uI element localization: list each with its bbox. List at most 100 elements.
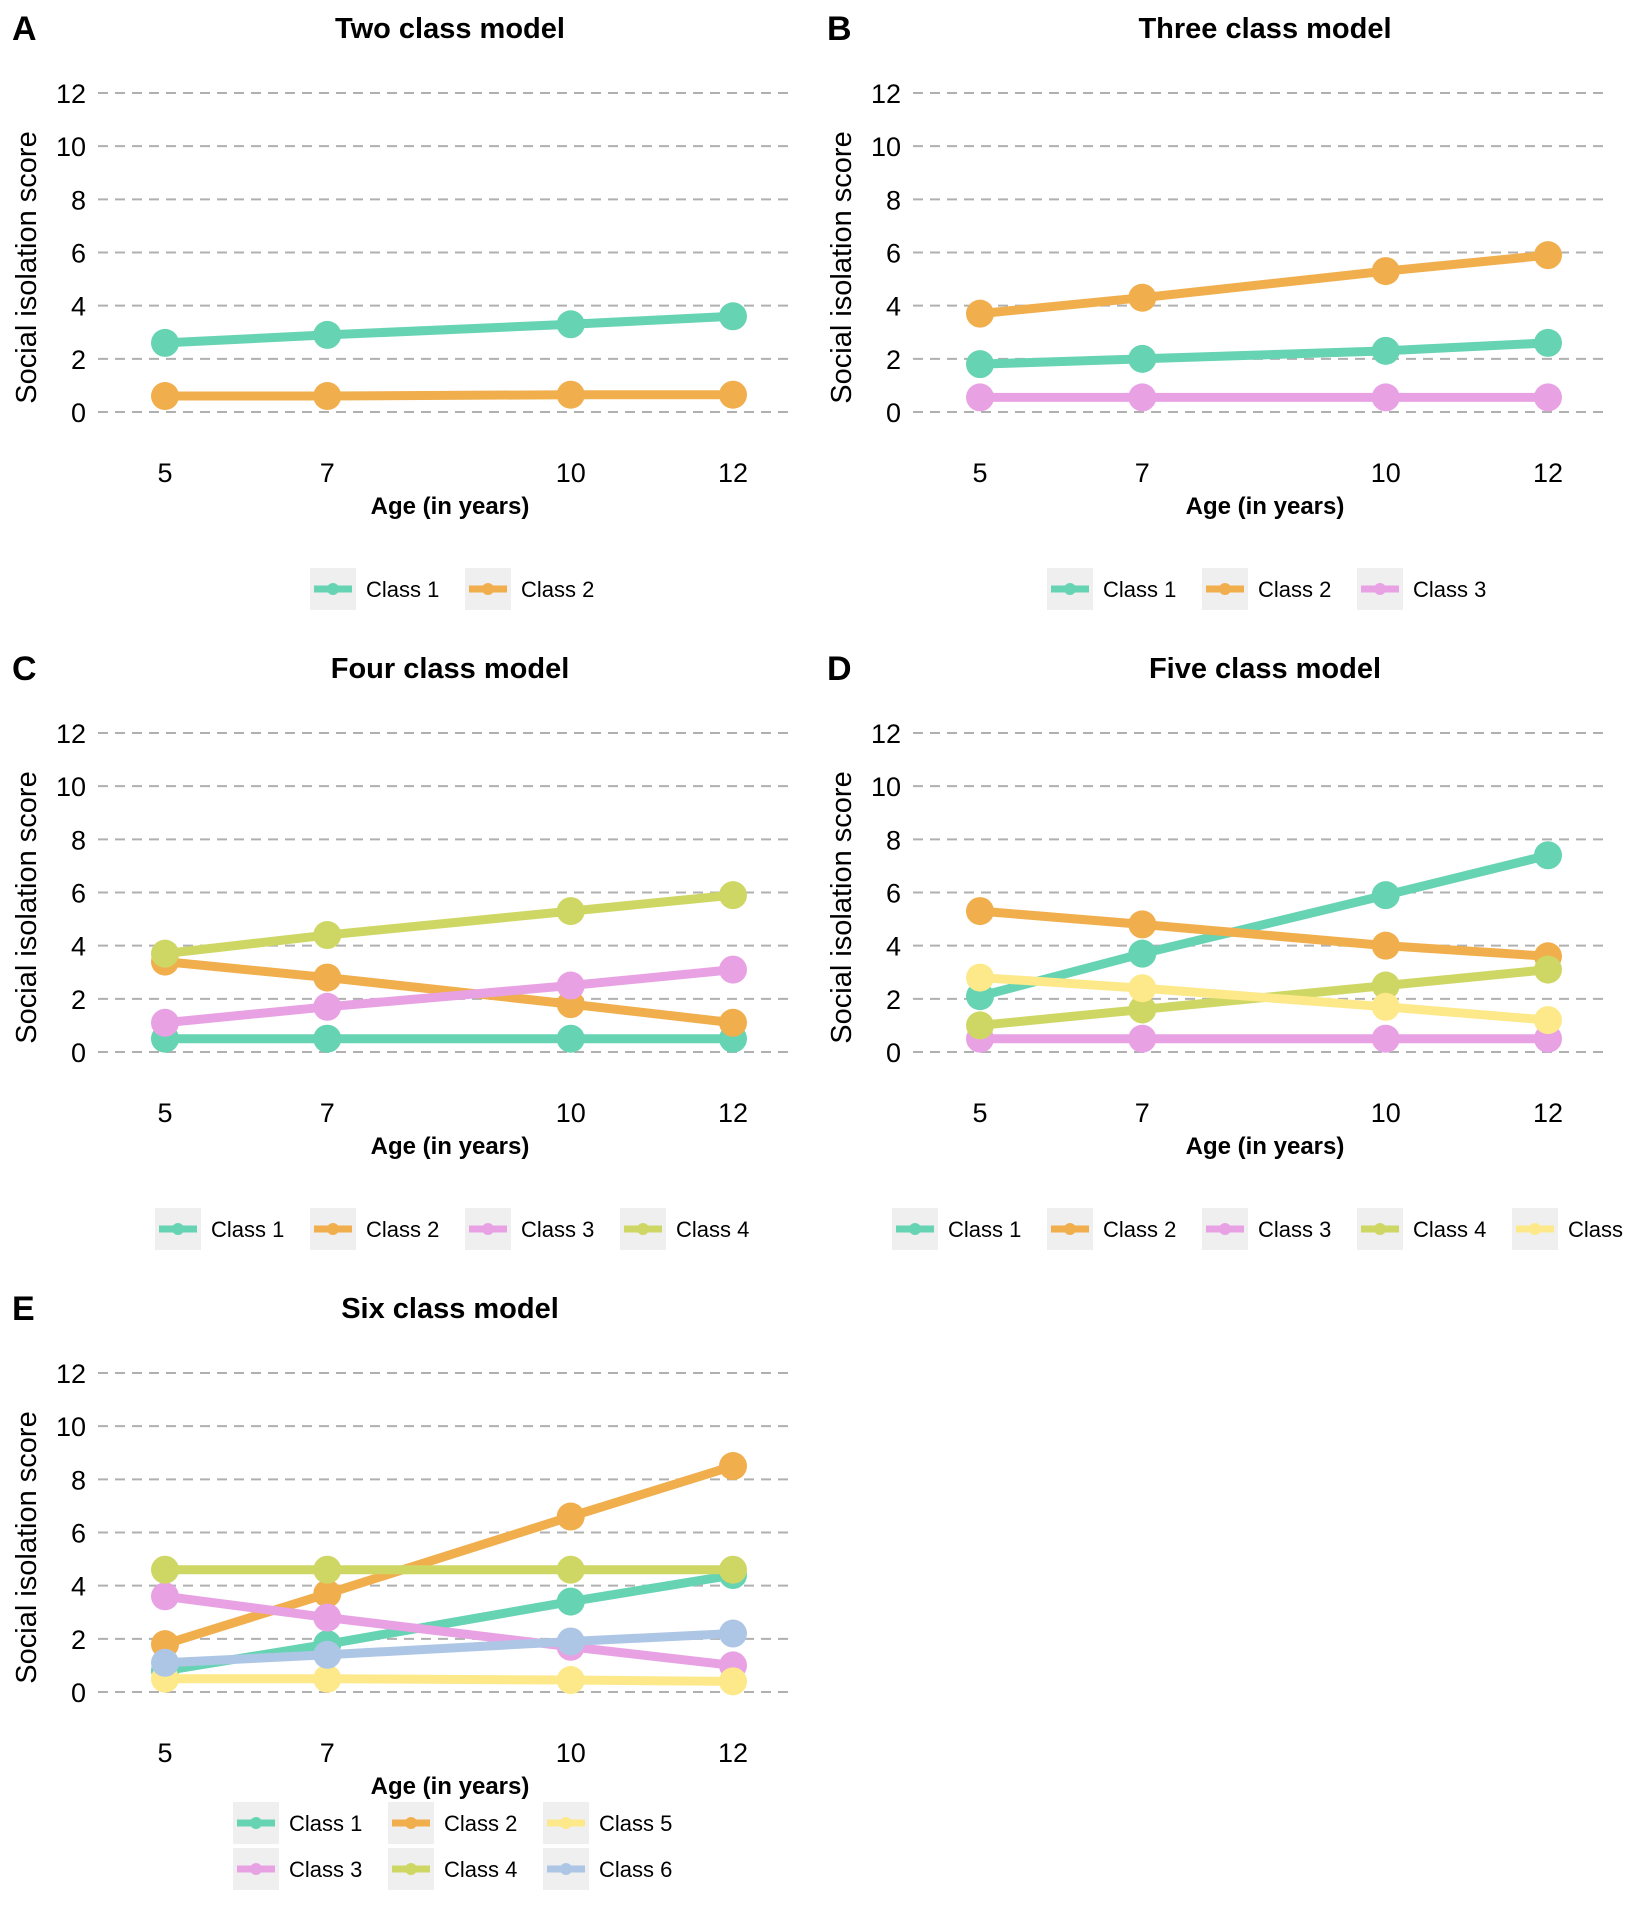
legend-label: Class 6 [599, 1857, 672, 1882]
data-point [313, 1579, 342, 1608]
legend-item: Class 2 [388, 1802, 517, 1844]
y-tick-label: 6 [71, 879, 86, 909]
panel-e: E Six class model 0 2 4 6 8 10 12 5 7 10 12 Age (in y… [11, 1290, 795, 1890]
legend-key-point [327, 583, 339, 595]
legend-key-point [327, 1223, 339, 1235]
series-line [163, 1461, 735, 1649]
y-axis-label: Social isolation score [11, 131, 43, 403]
data-point [1128, 974, 1157, 1003]
data-point [719, 1555, 747, 1584]
legend-item: Class 1 [892, 1208, 1021, 1250]
data-point [1534, 955, 1562, 984]
legend: Class 1 Class 2 Class 3 [1047, 568, 1486, 610]
data-point [1371, 1024, 1400, 1053]
y-axis-label: Social isolation score [826, 131, 858, 403]
y-tick-label: 4 [71, 932, 86, 962]
legend-key-point [172, 1223, 184, 1235]
legend-item: Class 3 [1357, 568, 1486, 610]
data-point [313, 1640, 342, 1669]
legend-key-point [250, 1863, 262, 1875]
y-tick-label: 10 [56, 1412, 86, 1442]
data-point [151, 382, 179, 411]
data-point [719, 302, 747, 331]
panel-letter: D [827, 650, 852, 688]
y-tick-label: 8 [886, 825, 901, 855]
panel-c: C Four class model 0 2 4 6 8 10 12 5 7 10 12 Age (in … [11, 650, 795, 1250]
data-point [151, 1008, 179, 1037]
legend-key-point [482, 583, 494, 595]
data-point [1534, 383, 1562, 412]
y-tick-label: 0 [71, 1678, 86, 1708]
y-tick-label: 8 [71, 185, 86, 215]
data-point [556, 310, 585, 339]
data-point [1371, 881, 1400, 910]
data-point [556, 1627, 585, 1656]
legend: Class 1 Class 2 Class 3 Class 4 Class 5 Class… [233, 1802, 672, 1890]
y-tick-label: 12 [56, 79, 86, 109]
legend-key-point [405, 1817, 417, 1829]
data-point [1128, 283, 1157, 312]
legend-label: Class 4 [444, 1857, 517, 1882]
legend-label: Class 3 [521, 1217, 594, 1242]
legend-item: Class 1 [233, 1802, 362, 1844]
y-tick-label: 4 [886, 292, 901, 322]
series-5 [966, 963, 1562, 1035]
data-point [313, 1555, 342, 1584]
chart-title: Three class model [1138, 13, 1391, 45]
y-tick-label: 2 [71, 1625, 86, 1655]
y-tick-label: 4 [886, 932, 901, 962]
series-line [979, 906, 1549, 961]
legend-key-point [1219, 1223, 1231, 1235]
series-5 [151, 1664, 747, 1696]
legend-label: Class 1 [211, 1217, 284, 1242]
x-tick-label: 12 [718, 458, 748, 488]
series-6 [151, 1619, 747, 1677]
x-axis-label: Age (in years) [1186, 1133, 1345, 1160]
legend-label: Class 1 [1103, 577, 1176, 602]
x-tick-label: 7 [1135, 1098, 1150, 1128]
series-3 [966, 1024, 1562, 1053]
series-line [164, 957, 734, 1028]
data-point [966, 299, 994, 328]
y-tick-label: 8 [71, 1465, 86, 1495]
panel-letter: A [12, 10, 37, 48]
legend-item: Class 2 [310, 1208, 439, 1250]
data-point [1534, 1006, 1562, 1035]
data-point [556, 380, 585, 409]
legend-key-point [1529, 1223, 1541, 1235]
legend-item: Class 4 [388, 1848, 517, 1890]
y-tick-label: 10 [56, 772, 86, 802]
x-tick-label: 12 [718, 1738, 748, 1768]
data-point [719, 1008, 747, 1037]
x-tick-label: 10 [1371, 458, 1401, 488]
series-1 [966, 328, 1562, 379]
legend-label: Class 3 [1258, 1217, 1331, 1242]
legend-item: Class 6 [543, 1848, 672, 1890]
x-axis-label: Age (in years) [371, 493, 530, 520]
series-line [979, 338, 1549, 369]
x-tick-label: 10 [556, 1098, 586, 1128]
y-tick-label: 6 [71, 239, 86, 269]
legend-key-point [405, 1863, 417, 1875]
legend-label: Class 1 [289, 1811, 362, 1836]
y-tick-label: 6 [71, 1519, 86, 1549]
y-tick-label: 4 [71, 1572, 86, 1602]
data-point [719, 955, 747, 984]
data-point [556, 1555, 585, 1584]
chart-title: Six class model [341, 1293, 559, 1325]
series-1 [151, 302, 747, 357]
x-tick-label: 10 [1371, 1098, 1401, 1128]
y-tick-label: 8 [71, 825, 86, 855]
data-point [556, 1587, 585, 1616]
data-point [151, 328, 179, 357]
data-point [719, 1667, 747, 1696]
legend: Class 1 Class 2 Class 3 Class 4 [155, 1208, 749, 1250]
y-tick-label: 10 [871, 132, 901, 162]
chart-title: Four class model [331, 653, 570, 685]
legend-label: Class 3 [289, 1857, 362, 1882]
legend-item: Class 3 [1202, 1208, 1331, 1250]
x-tick-label: 7 [320, 458, 335, 488]
legend: Class 1 Class 2 Class 3 Class 4 Class [892, 1208, 1623, 1250]
data-point [556, 971, 585, 1000]
